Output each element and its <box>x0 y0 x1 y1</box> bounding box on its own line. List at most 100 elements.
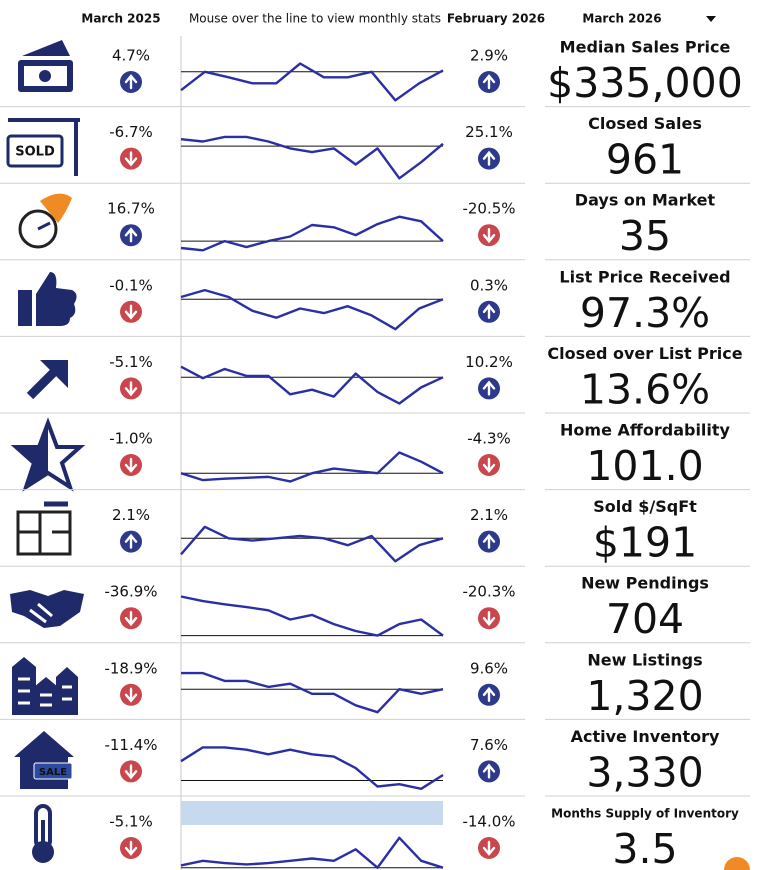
arrow-glyph <box>124 74 138 90</box>
metric-label: Months Supply of Inventory <box>551 807 739 821</box>
metric-value: 961 <box>606 136 684 184</box>
change-arrow <box>478 683 500 706</box>
change-month: -14.0% <box>462 813 515 831</box>
change-year: -6.7% <box>109 123 153 141</box>
metric-value: $191 <box>593 519 697 567</box>
trend-line <box>180 288 444 331</box>
arrow-glyph <box>124 687 138 703</box>
change-arrow <box>120 760 142 783</box>
svg-text:SOLD: SOLD <box>15 145 55 160</box>
metric-value: 704 <box>606 595 684 643</box>
change-year: -1.0% <box>109 430 153 448</box>
trend-line <box>180 451 444 483</box>
change-arrow <box>120 607 142 630</box>
change-arrow <box>478 837 500 859</box>
trend-line <box>181 671 444 714</box>
icon-clock <box>18 193 72 249</box>
column-header: March 2025 <box>81 12 160 26</box>
icon-floorplan <box>16 501 72 556</box>
change-arrow <box>478 71 500 93</box>
change-month: 25.1% <box>465 123 513 141</box>
arrow-glyph <box>124 840 138 856</box>
svg-text:SALE: SALE <box>39 767 67 778</box>
trend-line <box>180 215 444 252</box>
trend-line <box>180 135 444 180</box>
change-arrow <box>120 147 142 170</box>
change-year: -11.4% <box>104 736 157 754</box>
arrow-glyph <box>124 304 138 320</box>
change-arrow <box>478 224 500 247</box>
trend-line <box>180 595 444 637</box>
arrow-glyph <box>482 228 496 244</box>
change-arrow <box>120 454 142 476</box>
dropdown-box[interactable] <box>560 6 725 32</box>
arrow-glyph <box>124 611 138 627</box>
icon-star <box>10 417 86 492</box>
arrow-glyph <box>124 457 138 473</box>
metric-value: 35 <box>619 212 671 260</box>
trend-line <box>180 836 444 869</box>
change-month: 2.9% <box>470 47 508 65</box>
dropdown-caret[interactable] <box>706 16 716 22</box>
arrow-glyph <box>482 457 496 473</box>
change-arrow <box>120 224 142 247</box>
change-month: -20.3% <box>462 583 515 601</box>
change-arrow <box>120 300 142 323</box>
metric-label: Closed over List Price <box>547 344 742 363</box>
icon-arrow <box>26 360 68 400</box>
month-dropdown[interactable]: March 2026 <box>560 6 725 32</box>
metric-label: Closed Sales <box>588 114 702 133</box>
metric-label: List Price Received <box>559 267 730 286</box>
change-arrow <box>478 454 500 476</box>
trend-line <box>180 365 444 405</box>
change-year: -36.9% <box>104 583 157 601</box>
change-arrow <box>478 377 500 400</box>
arrow-glyph <box>482 533 496 549</box>
metric-label: New Listings <box>587 650 702 669</box>
help-badge[interactable] <box>724 857 750 870</box>
arrow-glyph <box>124 381 138 397</box>
arrow-glyph <box>124 533 138 549</box>
change-arrow <box>478 607 500 630</box>
change-arrow <box>120 377 142 400</box>
change-arrow <box>478 530 500 553</box>
change-arrow <box>478 300 500 323</box>
arrow-glyph <box>124 227 138 243</box>
change-year: -0.1% <box>109 276 153 294</box>
hover-band <box>181 801 443 825</box>
change-month: 9.6% <box>470 659 508 677</box>
icon-handshake <box>10 590 84 628</box>
change-year: 4.7% <box>112 47 150 65</box>
change-arrow <box>478 760 500 783</box>
change-arrow <box>120 530 142 553</box>
arrow-glyph <box>482 380 496 396</box>
icon-thumb <box>18 272 77 326</box>
change-arrow <box>478 147 500 170</box>
metric-label: New Pendings <box>581 574 709 593</box>
arrow-glyph <box>482 74 496 90</box>
change-arrow <box>120 71 142 93</box>
change-month: -4.3% <box>467 430 511 448</box>
arrow-glyph <box>482 763 496 779</box>
icon-houses <box>12 657 78 715</box>
change-year: -5.1% <box>109 353 153 371</box>
metric-value: 13.6% <box>580 365 710 413</box>
metric-label: Home Affordability <box>560 421 731 440</box>
metric-label: Days on Market <box>575 191 716 210</box>
arrow-glyph <box>124 151 138 167</box>
metric-value: 3,330 <box>586 748 703 796</box>
change-year: -18.9% <box>104 659 157 677</box>
column-header: Mouse over the line to view monthly stat… <box>189 12 441 26</box>
dropdown-value[interactable]: March 2026 <box>582 12 661 26</box>
metric-label: Median Sales Price <box>560 38 731 57</box>
arrow-glyph <box>482 611 496 627</box>
icon-sold: SOLD <box>6 118 80 176</box>
metric-value: $335,000 <box>547 59 743 107</box>
icons: SOLD SALE <box>6 40 86 863</box>
metric-value: 3.5 <box>612 825 677 870</box>
arrow-glyph <box>482 840 496 856</box>
icon-money <box>18 40 73 92</box>
arrow-glyph <box>482 686 496 702</box>
metric-label: Active Inventory <box>571 727 720 746</box>
